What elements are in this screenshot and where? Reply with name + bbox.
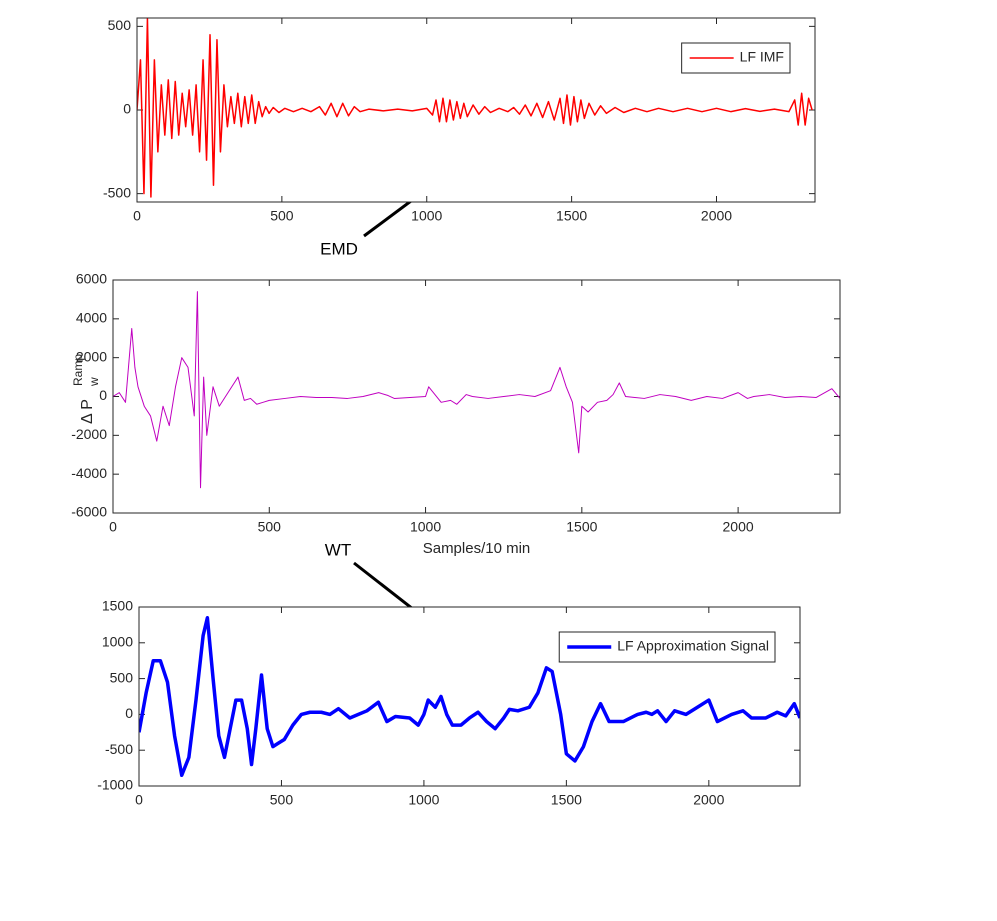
axes-box: [138, 606, 801, 787]
x-tick-label: 1500: [566, 519, 597, 535]
y-tick-label: 0: [99, 387, 107, 403]
x-tick-label: 500: [270, 792, 294, 808]
x-tick-label: 1000: [410, 519, 441, 535]
series-line: [137, 18, 813, 198]
y-tick-label: -500: [105, 741, 133, 757]
x-tick-label: 1500: [556, 208, 587, 224]
x-tick-label: 1000: [411, 208, 442, 224]
legend-label: LF Approximation Signal: [617, 638, 769, 654]
y-tick-label: 6000: [76, 271, 107, 287]
y-tick-label: -500: [103, 184, 131, 200]
x-tick-label: 0: [135, 792, 143, 808]
x-tick-label: 0: [109, 519, 117, 535]
x-tick-label: 2000: [693, 792, 724, 808]
y-tick-label: -2000: [71, 426, 107, 442]
y-tick-label: 1500: [102, 598, 133, 614]
y-tick-label: -6000: [71, 504, 107, 520]
x-tick-label: 1000: [408, 792, 439, 808]
series-line: [139, 615, 800, 778]
y-tick-label: 500: [110, 669, 134, 685]
y-tick-label: -4000: [71, 465, 107, 481]
y-tick-label: 4000: [76, 310, 107, 326]
y-tick-label: 1000: [102, 634, 133, 650]
axes-box: [136, 17, 816, 203]
x-tick-label: 2000: [701, 208, 732, 224]
axes-box: [112, 279, 841, 514]
y-tick-label: 2000: [76, 348, 107, 364]
legend: LF Approximation Signal: [558, 631, 776, 663]
x-tick-label: 500: [270, 208, 294, 224]
legend: LF IMF: [681, 42, 791, 74]
y-tick-label: 500: [108, 17, 132, 33]
y-label: Δ P: [79, 399, 96, 424]
x-label: Samples/10 min: [423, 540, 531, 557]
x-tick-label: 1500: [551, 792, 582, 808]
y-tick-label: -1000: [97, 777, 133, 793]
x-tick-label: 500: [258, 519, 282, 535]
series-line: [113, 291, 840, 489]
x-tick-label: 0: [133, 208, 141, 224]
plot-area: [113, 280, 840, 513]
y-axis-label: Δ P Ramp w: [71, 354, 101, 424]
y-tick-label: 0: [125, 705, 133, 721]
annotation: EMD: [320, 239, 358, 258]
annotation: WT: [325, 540, 351, 559]
x-tick-label: 2000: [723, 519, 754, 535]
y-tick-label: 0: [123, 101, 131, 117]
legend-label: LF IMF: [740, 49, 784, 65]
y-label-sup: Ramp: [71, 354, 85, 386]
y-label-sub: w: [87, 377, 101, 387]
